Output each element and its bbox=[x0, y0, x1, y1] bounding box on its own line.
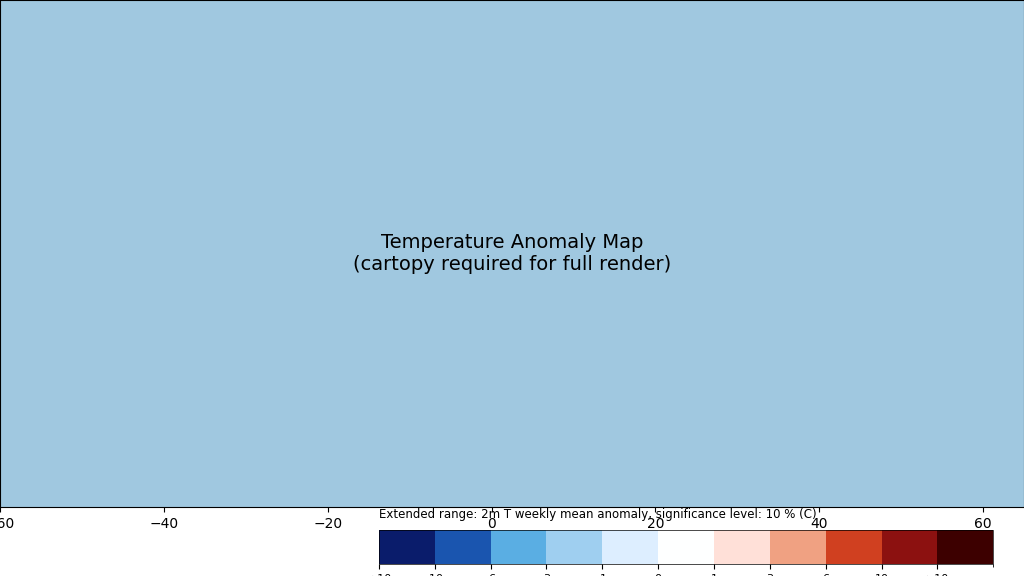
Text: Temperature Anomaly Map
(cartopy required for full render): Temperature Anomaly Map (cartopy require… bbox=[353, 233, 671, 274]
Text: Extended range: 2m T weekly mean anomaly, significance level: 10 % (C): Extended range: 2m T weekly mean anomaly… bbox=[379, 508, 816, 521]
